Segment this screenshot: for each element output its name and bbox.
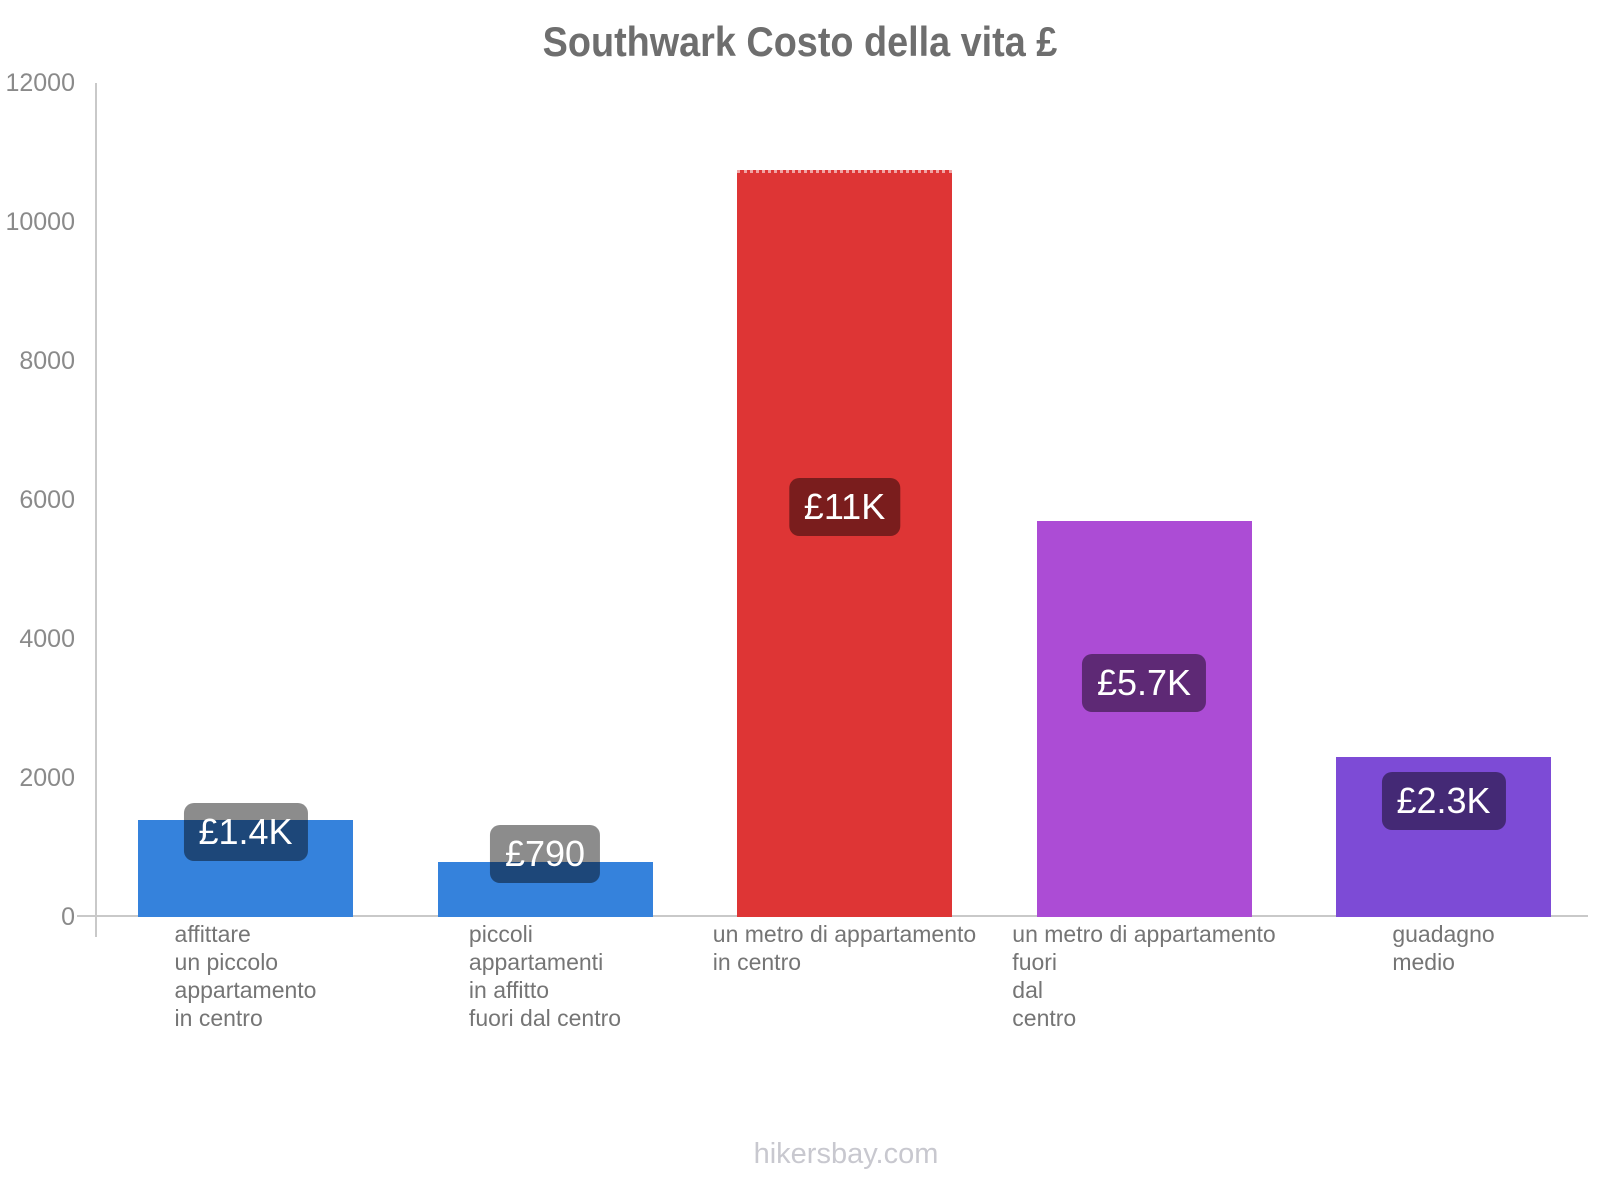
x-axis-label-line: un metro di appartamento bbox=[712, 921, 977, 947]
x-axis-label: piccoli appartamenti in affitto fuori dal c… bbox=[469, 920, 621, 1032]
x-axis-label: un metro di appartamento fuori dal centro bbox=[1012, 920, 1275, 1032]
y-axis-tick-label: 10000 bbox=[5, 208, 75, 236]
x-axis-label-line: in centro bbox=[174, 1005, 263, 1031]
x-axis-label: affittare un piccolo appartamento in centro bbox=[175, 920, 317, 1032]
bar-value-badge: £790 bbox=[489, 824, 601, 883]
bar-value-badge: £11K bbox=[788, 478, 901, 537]
x-axis-label-line: fuori dal centro bbox=[468, 1005, 622, 1031]
y-axis-line bbox=[95, 83, 97, 937]
footer-watermark: hikersbay.com bbox=[753, 1138, 939, 1170]
x-axis-label: guadagno medio bbox=[1392, 920, 1494, 976]
x-axis-label-line: un piccolo bbox=[174, 949, 279, 975]
x-axis-label-line: medio bbox=[1392, 949, 1455, 975]
y-axis-tick-label: 2000 bbox=[19, 764, 75, 792]
x-axis-label-line: un metro di appartamento bbox=[1012, 921, 1276, 947]
bar-value-badge: £1.4K bbox=[183, 803, 308, 862]
x-axis-label-line: appartamenti bbox=[468, 949, 604, 975]
y-axis-tick-label: 6000 bbox=[19, 486, 75, 514]
y-axis-tick-label: 4000 bbox=[19, 625, 75, 653]
bar bbox=[437, 862, 653, 917]
chart-title: Southwark Costo della vita £ bbox=[542, 18, 1058, 65]
bar-value-badge: £2.3K bbox=[1381, 772, 1506, 831]
x-axis-label-line: centro bbox=[1012, 1005, 1077, 1031]
x-axis-label-line: in centro bbox=[712, 949, 802, 975]
x-axis-label: un metro di appartamento in centro bbox=[713, 920, 976, 976]
x-axis-label-line: guadagno bbox=[1392, 921, 1495, 947]
bar bbox=[1036, 520, 1252, 917]
y-axis-tick-label: 12000 bbox=[5, 69, 75, 97]
bar bbox=[138, 819, 353, 917]
bar bbox=[737, 169, 952, 917]
x-axis-label-line: in affitto bbox=[468, 977, 550, 1003]
x-axis-label-line: dal bbox=[1012, 977, 1044, 1003]
y-axis-tick-label: 8000 bbox=[19, 347, 75, 375]
bar bbox=[1336, 757, 1551, 917]
bar-value-badge: £5.7K bbox=[1081, 653, 1207, 712]
x-axis-label-line: fuori bbox=[1012, 949, 1058, 975]
x-axis-label-line: appartamento bbox=[174, 977, 317, 1003]
x-axis-label-line: affittare bbox=[174, 921, 251, 947]
y-axis-tick-label: 0 bbox=[61, 903, 75, 931]
x-axis-label-line: piccoli bbox=[468, 921, 533, 947]
